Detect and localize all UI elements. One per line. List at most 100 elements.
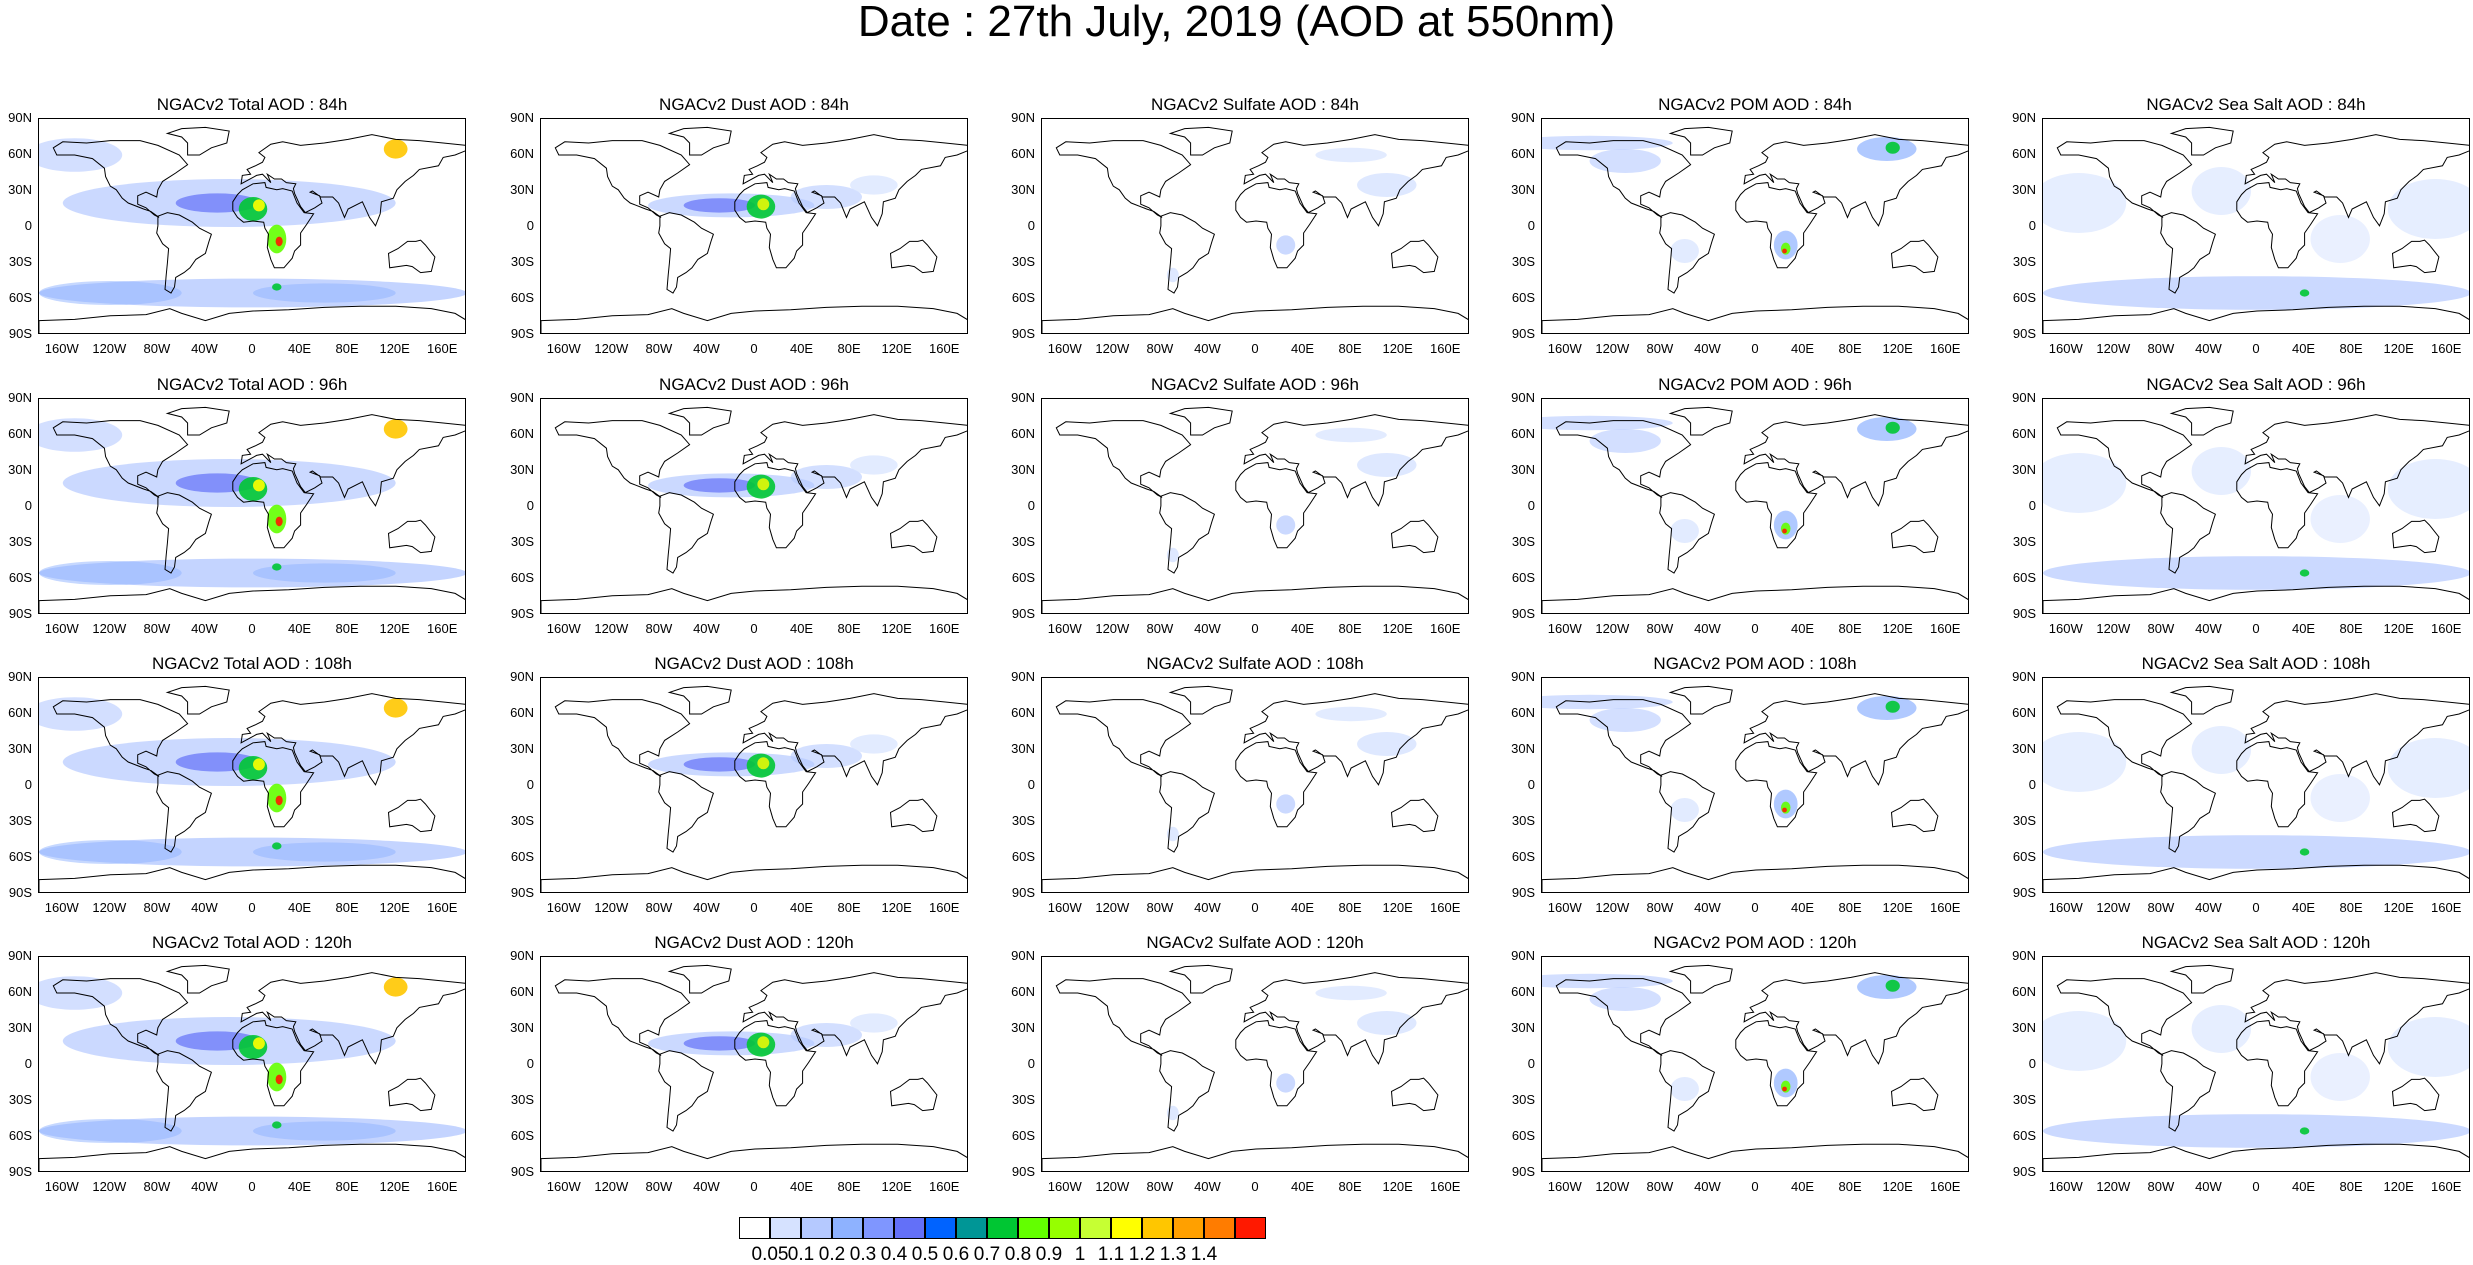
longitude-label: 80W <box>1146 900 1174 915</box>
north-america-coastline <box>1555 420 1692 498</box>
antarctica-coastline <box>1042 1143 1468 1171</box>
latitude-label: 0 <box>1527 218 1535 233</box>
latitude-label: 60S <box>2012 290 2036 305</box>
colorbar-segment <box>739 1217 770 1239</box>
longitude-label: 120W <box>594 621 629 636</box>
panel-title: NGACv2 Sea Salt AOD : 96h <box>2146 375 2366 394</box>
aerosol-plume <box>2310 215 2370 263</box>
longitude-label: 0 <box>1751 1179 1759 1194</box>
latitude-label: 60N <box>8 146 32 161</box>
africa-coastline <box>2236 462 2319 549</box>
africa-coastline <box>1235 1020 1318 1107</box>
aerosol-plume <box>383 419 408 439</box>
aerosol-plume <box>39 976 123 1010</box>
greenland-coastline <box>1168 685 1233 715</box>
longitude-label: 0 <box>750 900 758 915</box>
panel-title: NGACv2 Sea Salt AOD : 84h <box>2146 95 2366 114</box>
latitude-label: 90S <box>1011 606 1035 621</box>
aerosol-plume <box>2043 732 2127 792</box>
world-map <box>2043 685 2469 892</box>
latitude-label: 90S <box>8 1164 32 1179</box>
latitude-label: 60N <box>510 426 534 441</box>
longitude-label: 80W <box>1146 341 1174 356</box>
latitude-label: 30N <box>8 1020 32 1035</box>
south-america-coastline <box>2160 771 2217 853</box>
longitude-label: 80E <box>2339 900 2363 915</box>
aerosol-plume <box>2310 495 2370 543</box>
south-america-coastline <box>156 212 213 294</box>
africa-coastline <box>232 462 315 549</box>
longitude-label: 40W <box>1694 341 1721 356</box>
aerosol-plume <box>1782 807 1787 813</box>
antarctica-coastline <box>541 864 967 892</box>
latitude-label: 30N <box>1511 182 1535 197</box>
latitude-label: 90S <box>1511 326 1535 341</box>
greenland-coastline <box>2169 126 2234 156</box>
greenland-coastline <box>1168 406 1233 436</box>
latitude-label: 90N <box>510 669 534 684</box>
longitude-label: 120E <box>2383 900 2414 915</box>
longitude-label: 40E <box>287 900 312 915</box>
aerosol-plume <box>1542 135 1673 151</box>
longitude-label: 120E <box>379 900 410 915</box>
latitude-label: 30S <box>2012 813 2036 828</box>
antarctica-coastline <box>2043 1143 2469 1171</box>
longitude-label: 80W <box>1646 1179 1674 1194</box>
colorbar-label: 1.2 <box>1128 1244 1156 1265</box>
latitude-label: 60N <box>2012 426 2036 441</box>
aerosol-plume <box>850 734 898 754</box>
world-map <box>39 406 465 613</box>
south-america-coastline <box>1659 771 1716 853</box>
longitude-label: 0 <box>1251 1179 1259 1194</box>
longitude-label: 160W <box>1047 621 1082 636</box>
latitude-label: 90N <box>2012 669 2036 684</box>
longitude-label: 40E <box>789 900 814 915</box>
aerosol-plume <box>2310 774 2370 822</box>
colorbar-segment <box>770 1217 801 1239</box>
greenland-coastline <box>165 964 230 994</box>
longitude-label: 40W <box>191 900 218 915</box>
longitude-label: 40E <box>287 1179 312 1194</box>
africa-coastline <box>734 182 817 269</box>
north-america-coastline <box>554 420 691 498</box>
longitude-label: 120W <box>1595 1179 1630 1194</box>
latitude-label: 60S <box>8 570 32 585</box>
world-map <box>1542 685 1968 892</box>
greenland-coastline <box>1668 964 1733 994</box>
latitude-label: 60S <box>8 1128 32 1143</box>
map-panel <box>1041 956 1469 1172</box>
latitude-label: 60N <box>1511 984 1535 999</box>
aerosol-plume <box>253 283 396 303</box>
south-america-coastline <box>1159 1050 1216 1132</box>
longitude-label: 120W <box>1595 341 1630 356</box>
colorbar-label: 1.1 <box>1097 1244 1125 1265</box>
greenland-coastline <box>667 685 732 715</box>
longitude-label: 0 <box>750 341 758 356</box>
south-america-coastline <box>1659 212 1716 294</box>
aerosol-plume <box>1357 732 1417 756</box>
antarctica-coastline <box>39 1143 465 1171</box>
latitude-label: 0 <box>526 498 534 513</box>
colorbar-segment <box>1111 1217 1142 1239</box>
greenland-coastline <box>2169 964 2234 994</box>
longitude-label: 160E <box>1930 621 1961 636</box>
longitude-label: 0 <box>1751 900 1759 915</box>
longitude-label: 160E <box>2431 621 2462 636</box>
longitude-label: 80W <box>2147 1179 2175 1194</box>
north-america-coastline <box>52 699 189 777</box>
longitude-label: 160E <box>929 341 960 356</box>
longitude-label: 160W <box>546 1179 581 1194</box>
latitude-label: 30N <box>2012 741 2036 756</box>
longitude-label: 120E <box>379 1179 410 1194</box>
longitude-label: 0 <box>248 1179 256 1194</box>
south-america-coastline <box>156 1050 213 1132</box>
aerosol-plume <box>2043 453 2127 513</box>
latitude-label: 90N <box>1011 110 1035 125</box>
aerosol-plume <box>275 516 283 527</box>
longitude-label: 120E <box>1882 621 1913 636</box>
longitude-label: 160E <box>1430 341 1461 356</box>
map-panel <box>1541 677 1969 893</box>
latitude-label: 90S <box>510 606 534 621</box>
longitude-label: 120W <box>1595 621 1630 636</box>
north-america-coastline <box>2056 978 2193 1056</box>
